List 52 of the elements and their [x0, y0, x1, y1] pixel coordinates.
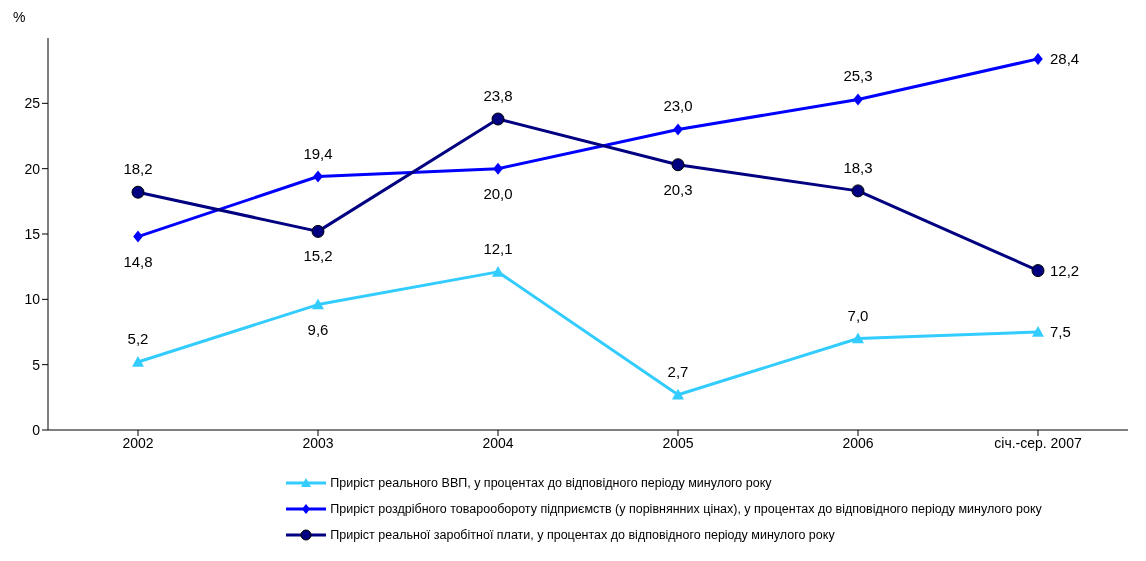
data-label: 2,7: [667, 362, 689, 380]
data-label: 18,2: [123, 160, 153, 178]
x-tick-label: 2006: [842, 434, 874, 451]
point: [852, 332, 864, 344]
data-label: 20,0: [483, 184, 513, 202]
data-label: 12,1: [483, 239, 513, 257]
point: [853, 93, 863, 106]
point: [1031, 264, 1045, 278]
data-label: 23,8: [483, 87, 513, 105]
data-label: 7,0: [847, 306, 869, 324]
x-tick-label: 2002: [122, 434, 154, 451]
data-label: 9,6: [307, 320, 329, 338]
data-label: 18,3: [843, 158, 873, 176]
data-label: 12,2: [1050, 261, 1080, 279]
y-tick-label: 15: [24, 225, 41, 242]
data-label: 25,3: [843, 67, 873, 85]
data-label: 20,3: [663, 180, 693, 198]
point: [311, 224, 325, 238]
data-label: 7,5: [1050, 323, 1071, 340]
data-label: 28,4: [1050, 49, 1080, 67]
legend-label: Приріст реальної заробітної плати, у процентах до відповідного періоду минулого року: [330, 528, 835, 542]
x-tick-label: січ.-сер. 2007: [994, 434, 1082, 451]
y-tick-label: 0: [32, 421, 41, 438]
y-tick-label: 20: [24, 160, 41, 177]
point: [133, 230, 143, 243]
data-label: 19,4: [303, 144, 333, 162]
point: [1032, 326, 1044, 337]
point: [1033, 52, 1043, 65]
point: [493, 162, 503, 175]
x-tick-label: 2004: [482, 434, 514, 451]
x-tick-label: 2005: [662, 434, 694, 451]
legend-label: Приріст роздрібного товарообороту підприємств (у порівнянних цінах), у процентах до відповідного періоду минулого року: [330, 502, 1042, 516]
y-tick-label: 5: [32, 356, 41, 373]
point: [131, 185, 145, 199]
data-label: 23,0: [663, 97, 693, 115]
point: [132, 356, 144, 367]
point: [671, 158, 685, 172]
y-tick-label: 10: [24, 291, 41, 308]
data-label: 15,2: [303, 247, 333, 265]
y-axis-title: %: [13, 8, 26, 25]
x-tick-label: 2003: [302, 434, 334, 451]
legend-label: Приріст реального ВВП, у процентах до відповідного періоду минулого року: [330, 476, 772, 490]
point: [491, 112, 505, 126]
data-label: 14,8: [123, 252, 153, 270]
point: [313, 170, 323, 183]
point: [492, 265, 504, 277]
data-label: 5,2: [127, 330, 149, 348]
point: [851, 184, 865, 198]
y-tick-label: 25: [24, 95, 41, 112]
point: [312, 298, 324, 310]
point: [672, 388, 684, 400]
point: [673, 123, 683, 136]
